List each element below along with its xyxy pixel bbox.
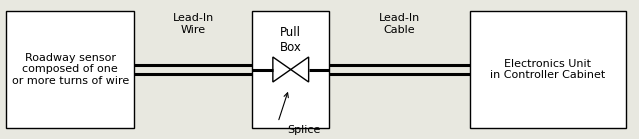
Bar	[6, 11, 134, 128]
Text: Pull
Box: Pull Box	[280, 26, 302, 54]
Bar	[252, 11, 329, 128]
Bar	[470, 11, 626, 128]
Text: Splice: Splice	[288, 125, 321, 135]
Text: Roadway sensor
composed of one
or more turns of wire: Roadway sensor composed of one or more t…	[12, 53, 129, 86]
Text: Electronics Unit
in Controller Cabinet: Electronics Unit in Controller Cabinet	[490, 59, 606, 80]
Text: Lead-In
Cable: Lead-In Cable	[379, 13, 420, 35]
Text: Lead-In
Wire: Lead-In Wire	[173, 13, 214, 35]
